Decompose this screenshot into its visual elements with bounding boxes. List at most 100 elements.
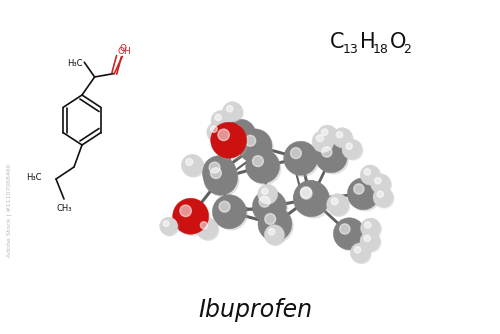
Circle shape (314, 132, 335, 153)
Circle shape (336, 132, 342, 138)
Circle shape (226, 106, 233, 112)
Circle shape (258, 184, 278, 204)
Circle shape (344, 141, 362, 160)
Circle shape (319, 127, 338, 146)
Circle shape (318, 144, 348, 174)
Circle shape (215, 198, 248, 230)
Circle shape (255, 193, 288, 225)
Text: 18: 18 (373, 43, 389, 56)
Circle shape (334, 129, 353, 148)
Circle shape (207, 122, 227, 142)
Circle shape (374, 189, 394, 208)
Circle shape (364, 235, 370, 241)
Circle shape (252, 190, 286, 224)
Circle shape (312, 131, 334, 152)
Circle shape (360, 231, 380, 251)
Circle shape (200, 222, 207, 229)
Circle shape (210, 168, 222, 179)
Circle shape (331, 198, 338, 205)
Circle shape (346, 143, 352, 149)
Circle shape (258, 207, 292, 241)
Circle shape (252, 156, 264, 167)
Circle shape (294, 180, 328, 214)
Circle shape (360, 165, 380, 185)
Circle shape (226, 119, 256, 149)
Circle shape (259, 196, 270, 207)
Circle shape (318, 125, 338, 145)
Circle shape (300, 187, 312, 198)
Circle shape (372, 175, 392, 194)
Circle shape (232, 125, 241, 135)
Circle shape (294, 181, 330, 217)
Circle shape (334, 218, 366, 250)
Text: CH₃: CH₃ (56, 204, 72, 213)
Circle shape (348, 178, 380, 210)
Circle shape (180, 205, 192, 216)
Circle shape (205, 159, 238, 191)
Circle shape (241, 132, 273, 164)
Circle shape (160, 217, 178, 235)
Circle shape (182, 154, 204, 176)
Circle shape (218, 129, 230, 141)
Circle shape (350, 243, 370, 263)
Circle shape (340, 224, 350, 234)
Circle shape (248, 152, 281, 184)
Circle shape (261, 210, 293, 242)
Circle shape (296, 183, 329, 215)
Circle shape (370, 174, 390, 194)
Circle shape (332, 128, 352, 148)
Text: 2: 2 (403, 43, 411, 56)
Circle shape (246, 149, 280, 183)
Text: O: O (120, 44, 127, 53)
Circle shape (350, 180, 380, 211)
Circle shape (360, 218, 380, 238)
Circle shape (268, 228, 274, 235)
Circle shape (265, 213, 276, 224)
Text: 13: 13 (343, 43, 359, 56)
Circle shape (224, 104, 243, 122)
Circle shape (364, 222, 371, 228)
Circle shape (176, 201, 210, 235)
Circle shape (202, 156, 236, 190)
Circle shape (326, 194, 348, 216)
Circle shape (286, 144, 319, 176)
Text: O: O (390, 32, 406, 52)
Circle shape (196, 217, 218, 239)
Circle shape (354, 184, 364, 194)
Circle shape (374, 178, 381, 184)
Circle shape (206, 164, 239, 196)
Circle shape (336, 220, 366, 251)
Circle shape (316, 141, 348, 173)
Text: Adobe Stock | #11107068460: Adobe Stock | #11107068460 (6, 163, 12, 257)
Circle shape (264, 225, 284, 245)
Circle shape (183, 156, 204, 177)
Circle shape (204, 161, 238, 195)
Circle shape (362, 167, 381, 186)
Circle shape (373, 187, 393, 207)
Circle shape (328, 195, 349, 216)
Circle shape (354, 246, 360, 253)
Circle shape (208, 124, 228, 143)
Circle shape (342, 139, 362, 159)
Circle shape (211, 111, 231, 131)
Circle shape (164, 221, 169, 226)
Circle shape (214, 125, 248, 160)
Circle shape (322, 147, 332, 157)
Circle shape (300, 188, 312, 199)
Circle shape (198, 219, 218, 240)
Circle shape (352, 244, 371, 264)
Text: H₃C: H₃C (26, 172, 42, 181)
Circle shape (211, 126, 217, 132)
Circle shape (362, 220, 382, 239)
Circle shape (222, 102, 242, 122)
Circle shape (238, 129, 272, 163)
Circle shape (377, 191, 384, 197)
Text: H: H (360, 32, 376, 52)
Text: H₃C: H₃C (67, 59, 82, 68)
Text: C: C (330, 32, 344, 52)
Circle shape (215, 114, 222, 121)
Circle shape (172, 198, 208, 234)
Circle shape (245, 135, 256, 146)
Circle shape (296, 184, 330, 218)
Circle shape (228, 122, 256, 150)
